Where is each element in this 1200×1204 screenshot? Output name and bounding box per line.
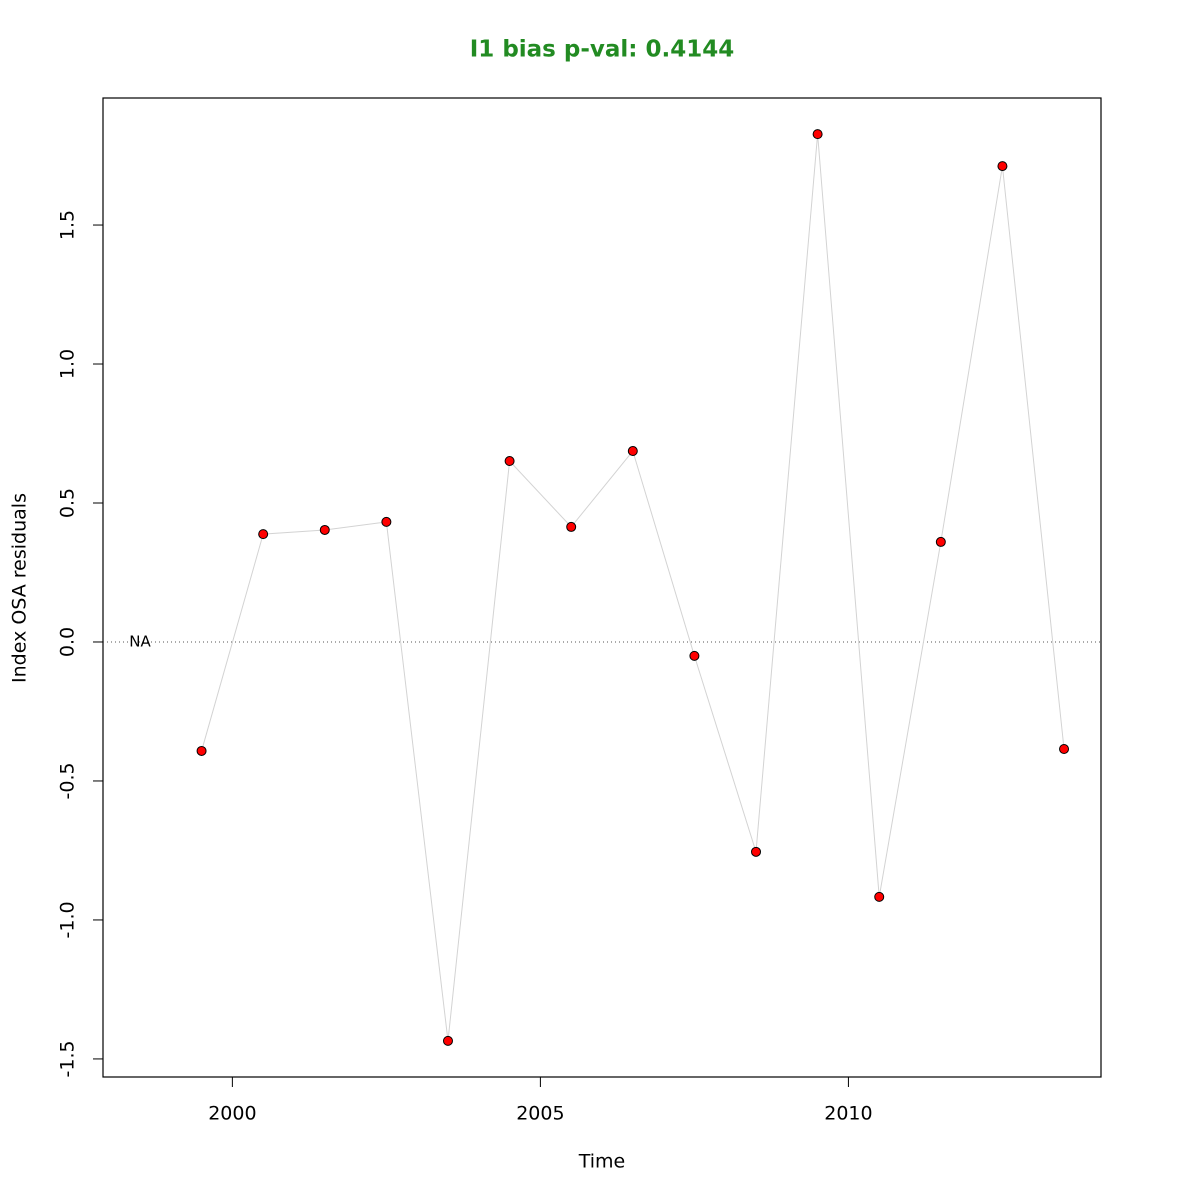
series-line	[201, 134, 1065, 1041]
y-tick-label: 1.0	[57, 349, 79, 379]
y-tick-label: 0.0	[57, 627, 79, 657]
data-point	[627, 446, 638, 457]
data-point	[689, 650, 700, 661]
x-tick-label: 2000	[208, 1103, 256, 1125]
chart-title: I1 bias p-val: 0.4144	[470, 37, 735, 63]
data-point	[442, 1035, 453, 1046]
data-point	[1059, 743, 1070, 754]
data-point	[258, 529, 269, 540]
y-axis-label: Index OSA residuals	[9, 493, 31, 683]
data-point	[812, 129, 823, 140]
plot-frame	[102, 97, 1102, 1078]
data-point	[566, 521, 577, 532]
data-point	[196, 745, 207, 756]
y-tick-label: -1.5	[57, 1040, 79, 1077]
data-point	[935, 536, 946, 547]
annotation: NA	[129, 632, 151, 650]
y-tick-label: -1.0	[57, 901, 79, 938]
y-tick-label: -0.5	[57, 762, 79, 799]
data-point	[319, 524, 330, 535]
y-tick-label: 1.5	[57, 210, 79, 240]
data-point	[751, 846, 762, 857]
x-tick-label: 2010	[824, 1103, 872, 1125]
y-tick-label: 0.5	[57, 488, 79, 518]
data-point	[874, 891, 885, 902]
data-point	[504, 456, 515, 467]
data-point	[997, 161, 1008, 172]
x-tick-label: 2005	[516, 1103, 564, 1125]
x-axis-label: Time	[578, 1151, 626, 1173]
data-point	[381, 516, 392, 527]
